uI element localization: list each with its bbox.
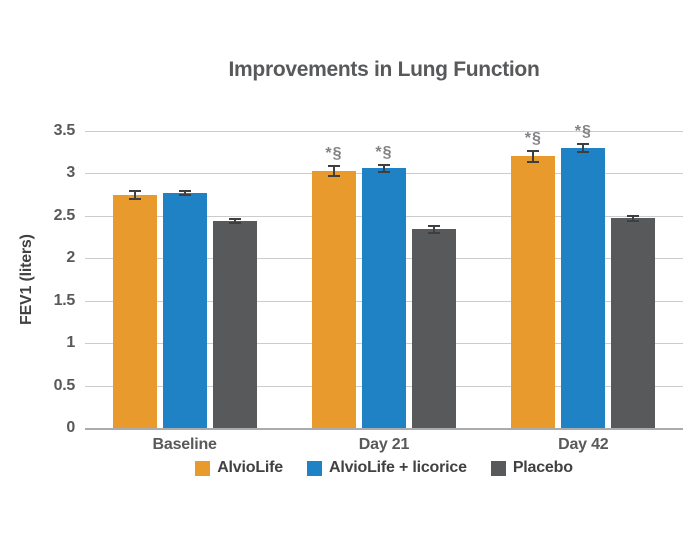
y-tick-label: 2 xyxy=(66,249,75,267)
error-bar-stem xyxy=(532,149,535,164)
legend-item: Placebo xyxy=(490,459,573,477)
plot-area: *§ *§ *§ *§ 0 0.5 1 1.5 2 2.5 3 3.5 xyxy=(54,122,683,436)
bar: *§ xyxy=(561,123,606,428)
error-bar xyxy=(627,215,640,222)
error-bar xyxy=(178,189,191,197)
x-axis-label: Baseline xyxy=(152,436,217,453)
significance-annotation: *§ xyxy=(574,122,592,140)
bar xyxy=(112,189,157,428)
bar xyxy=(411,225,456,428)
legend-swatch xyxy=(195,460,211,476)
error-bar-cap xyxy=(128,197,141,200)
legend-swatch xyxy=(490,460,506,476)
error-bar-cap xyxy=(527,161,540,164)
y-tick-label: 1.5 xyxy=(53,291,76,309)
error-bar-cap xyxy=(178,194,191,197)
error-bar xyxy=(427,225,440,234)
x-axis-label: Day 42 xyxy=(558,436,609,453)
error-bar xyxy=(228,217,241,225)
error-bar xyxy=(128,189,141,200)
error-bar-cap xyxy=(627,219,640,222)
x-axis-labels: Baseline Day 21 Day 42 xyxy=(85,436,683,454)
y-tick-label: 0.5 xyxy=(53,376,76,394)
chart-title: Improvements in Lung Function xyxy=(228,58,540,81)
y-axis-title: FEV1 (liters) xyxy=(18,234,35,325)
x-axis-label: Day 21 xyxy=(358,436,410,453)
error-bar xyxy=(577,142,590,154)
legend-item: AlvioLife + licorice xyxy=(306,459,467,477)
error-bar-cap xyxy=(427,231,440,234)
error-bar-cap xyxy=(377,170,390,173)
legend-label: Placebo xyxy=(512,459,573,476)
x-axis-line xyxy=(85,428,683,430)
error-bar xyxy=(377,164,390,173)
error-bar-stem xyxy=(382,164,385,173)
legend-label: AlvioLife xyxy=(217,459,283,476)
legend-label: AlvioLife + licorice xyxy=(328,459,467,476)
error-bar-stem xyxy=(183,189,186,197)
y-tick-label: 3 xyxy=(66,164,75,182)
bar-group-day-42: *§ *§ xyxy=(484,123,683,428)
error-bar-stem xyxy=(133,189,136,200)
bar xyxy=(162,189,207,428)
error-bar-cap xyxy=(577,151,590,154)
y-tick-label: 0 xyxy=(66,419,75,436)
bar: *§ xyxy=(511,130,556,428)
error-bar-stem xyxy=(582,142,585,154)
bar-group-day-21: *§ *§ xyxy=(284,131,483,428)
legend-swatch xyxy=(306,460,322,476)
error-bar xyxy=(327,164,340,177)
bar-group-baseline xyxy=(85,131,284,428)
significance-annotation: *§ xyxy=(524,129,542,147)
error-bar-stem xyxy=(233,217,236,225)
bar xyxy=(611,215,656,428)
significance-annotation: *§ xyxy=(325,144,343,162)
y-tick-label: 1 xyxy=(66,334,75,352)
error-bar-cap xyxy=(228,222,241,225)
legend-item: AlvioLife xyxy=(195,459,283,477)
significance-annotation: *§ xyxy=(375,144,393,162)
bar-groups-container: *§ *§ *§ *§ xyxy=(85,123,683,428)
error-bar xyxy=(527,149,540,164)
y-tick-label: 3.5 xyxy=(53,122,76,139)
gridline xyxy=(85,131,683,132)
y-tick-label: 2.5 xyxy=(53,206,76,224)
error-bar-stem xyxy=(332,164,335,177)
bar: *§ xyxy=(361,145,406,428)
error-bar-cap xyxy=(327,174,340,177)
error-bar-stem xyxy=(632,215,635,222)
chart-legend: AlvioLife AlvioLife + licorice Placebo xyxy=(85,459,683,477)
error-bar-stem xyxy=(432,225,435,234)
bar: *§ xyxy=(311,145,356,428)
bar xyxy=(212,217,257,428)
